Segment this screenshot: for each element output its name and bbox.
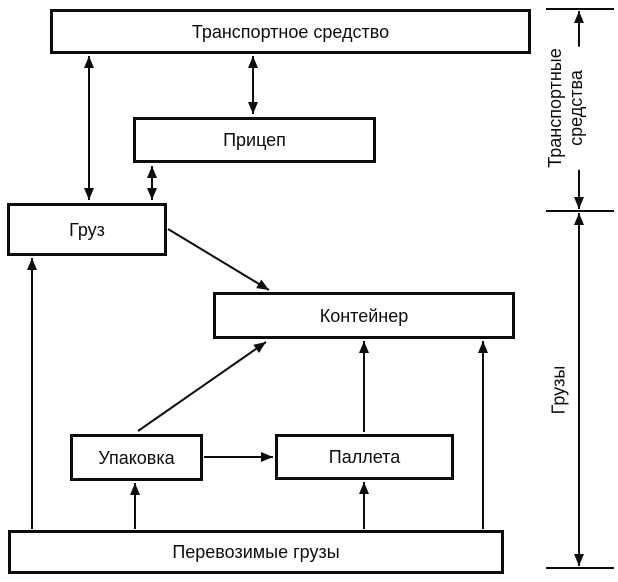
node-packaging: Упаковка bbox=[70, 434, 203, 481]
node-transported-goods: Перевозимые грузы bbox=[8, 530, 504, 574]
group-label-vehicles-line1: Транспортные bbox=[545, 48, 565, 168]
arrow-cargo-container bbox=[167, 228, 270, 291]
node-vehicle-label: Транспортное средство bbox=[191, 21, 390, 42]
node-transported-goods-label: Перевозимые грузы bbox=[172, 542, 340, 562]
group-label-vehicles-line2: средства bbox=[566, 70, 586, 146]
node-container-label: Контейнер bbox=[319, 305, 409, 326]
group-label-vehicles: Транспортные средства bbox=[545, 46, 587, 170]
node-packaging-label: Упаковка bbox=[98, 447, 175, 468]
node-pallet: Паллета bbox=[275, 434, 454, 480]
node-cargo: Груз bbox=[7, 203, 167, 256]
node-container: Контейнер bbox=[213, 292, 515, 339]
group-label-cargoes-text: Грузы bbox=[548, 365, 569, 415]
node-trailer-label: Прицеп bbox=[223, 130, 286, 150]
node-cargo-label: Груз bbox=[69, 219, 105, 240]
group-label-cargoes: Грузы bbox=[549, 364, 570, 417]
arrow-packaging-container bbox=[137, 341, 267, 432]
node-pallet-label: Паллета bbox=[328, 447, 401, 467]
node-trailer: Прицеп bbox=[133, 117, 376, 163]
node-vehicle: Транспортное средство bbox=[50, 9, 531, 54]
